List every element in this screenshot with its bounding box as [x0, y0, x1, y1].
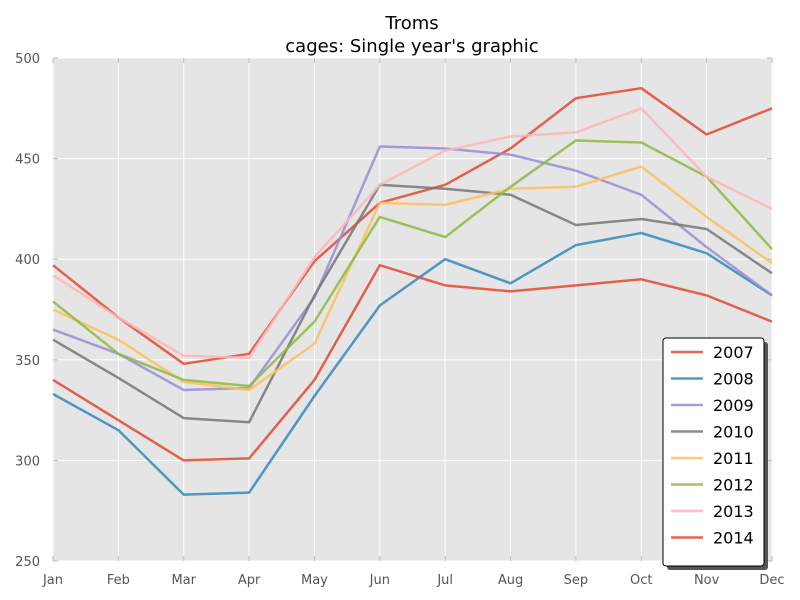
x-tick-label: Mar: [171, 573, 196, 588]
y-tick-label: 350: [15, 354, 40, 369]
x-tick-label: Aug: [498, 573, 523, 588]
x-tick-label: Jan: [42, 573, 63, 588]
legend-label-2007: 2007: [713, 343, 754, 362]
y-tick-label: 250: [15, 555, 40, 570]
x-tick-label: Feb: [107, 573, 130, 588]
x-tick-label: Dec: [759, 573, 784, 588]
x-tick-label: Sep: [564, 573, 589, 588]
chart-title: Troms: [384, 13, 438, 34]
x-tick-label: Jul: [436, 573, 453, 588]
x-tick-label: May: [301, 573, 328, 588]
x-tick-label: Oct: [630, 573, 652, 588]
legend-label-2014: 2014: [713, 529, 754, 548]
legend-box: [662, 337, 765, 567]
legend-label-2010: 2010: [713, 423, 754, 442]
plot-area: [53, 58, 772, 561]
series-line-2009: [52, 145, 773, 392]
series-line-2013: [52, 107, 773, 360]
x-tick-label: Jun: [369, 573, 390, 588]
series-line-2014: [52, 263, 773, 462]
y-tick-label: 500: [15, 52, 40, 67]
legend-label-2008: 2008: [713, 370, 754, 389]
series-line-2012: [52, 139, 773, 388]
x-tick-label: Apr: [238, 573, 261, 588]
y-tick-label: 300: [15, 454, 40, 469]
y-tick-label: 450: [15, 153, 40, 168]
series-line-2010: [52, 183, 773, 424]
legend-label-2011: 2011: [713, 449, 754, 468]
chart-subtitle: cages: Single year's graphic: [285, 36, 538, 57]
y-tick-label: 400: [15, 253, 40, 268]
series-line-2008: [52, 231, 773, 496]
legend: 2007 2008 2009 2010 2011 2012 2013 2014: [662, 337, 768, 570]
legend-label-2012: 2012: [713, 476, 754, 495]
series-line-2007: [52, 86, 773, 366]
legend-label-2009: 2009: [713, 396, 754, 415]
axis-ticks: Jan Feb Mar Apr May Jun Jul Aug Sep Oct Nov Dec 250 3…: [15, 52, 784, 588]
x-tick-label: Nov: [694, 573, 720, 588]
series-lines: [52, 86, 773, 496]
legend-label-2013: 2013: [713, 502, 754, 521]
